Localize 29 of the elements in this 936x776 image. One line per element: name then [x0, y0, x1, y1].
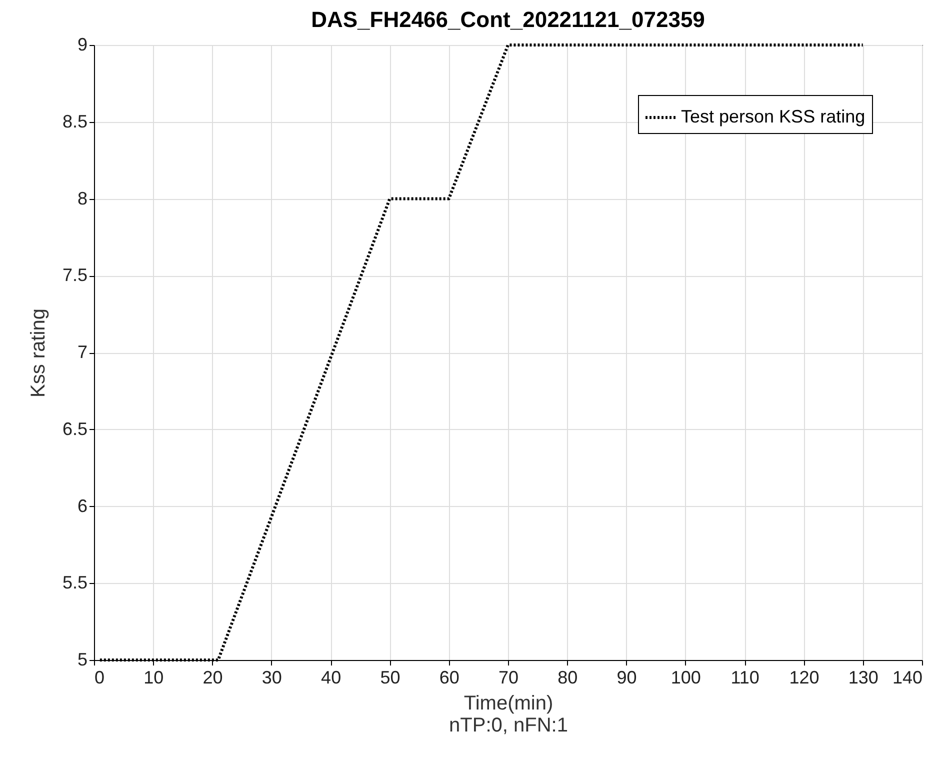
y-axis-title: Kss rating [27, 308, 50, 398]
y-tick-label: 7 [77, 342, 88, 362]
x-tick-label: 90 [616, 668, 637, 688]
x-tick-label: 100 [670, 668, 701, 688]
x-tick-label: 20 [202, 668, 223, 688]
y-tick-label: 6.5 [62, 418, 88, 439]
x-tick-label: 40 [321, 668, 342, 688]
x-tick-label: 130 [848, 668, 878, 688]
x-tick-label: 110 [730, 668, 760, 688]
x-tick-label: 80 [558, 668, 578, 688]
text: nTP:0, nFN:1 [449, 714, 568, 736]
chart-title: DAS_FH2466_Cont_20221121_072359 [311, 7, 705, 32]
y-tick-label: 5 [77, 650, 88, 670]
x-axis-title: Time(min) [464, 692, 554, 714]
x-tick-label: 70 [498, 668, 519, 688]
x-tick-label: 120 [789, 668, 820, 688]
legend-label: Test person KSS rating [681, 106, 866, 126]
x-tick-label: 140 [892, 668, 922, 688]
x-tick-label: 50 [380, 668, 400, 688]
y-tick-label: 5.5 [62, 572, 88, 593]
x-tick-label: 60 [439, 668, 460, 688]
y-tick-label: 7.5 [62, 265, 88, 286]
y-tick-label: 8 [77, 188, 88, 208]
x-tick-label: 0 [94, 668, 105, 688]
y-tick-label: 8.5 [62, 111, 88, 132]
y-tick-label: 9 [77, 34, 88, 54]
y-tick-label: 6 [77, 496, 88, 516]
x-tick-label: 30 [262, 668, 282, 688]
x-tick-label: 10 [144, 668, 164, 688]
